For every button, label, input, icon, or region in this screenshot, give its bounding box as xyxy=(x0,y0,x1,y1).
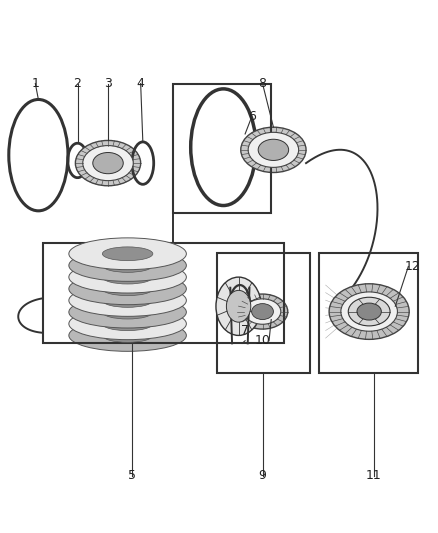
Ellipse shape xyxy=(93,152,123,174)
Ellipse shape xyxy=(102,328,153,342)
Ellipse shape xyxy=(69,319,186,351)
Ellipse shape xyxy=(244,299,281,324)
Ellipse shape xyxy=(216,277,261,335)
Ellipse shape xyxy=(69,261,186,293)
Text: 11: 11 xyxy=(366,470,381,482)
Text: 9: 9 xyxy=(258,470,266,482)
Ellipse shape xyxy=(69,238,186,270)
Ellipse shape xyxy=(102,305,153,319)
Text: 1: 1 xyxy=(32,77,39,90)
Ellipse shape xyxy=(341,292,397,331)
Ellipse shape xyxy=(241,127,306,173)
Ellipse shape xyxy=(69,249,186,281)
Bar xyxy=(43,243,284,343)
Text: 8: 8 xyxy=(258,77,266,90)
Text: 7: 7 xyxy=(241,324,249,337)
Bar xyxy=(217,253,311,373)
Ellipse shape xyxy=(102,282,153,296)
Ellipse shape xyxy=(102,247,153,261)
Ellipse shape xyxy=(102,317,153,330)
Ellipse shape xyxy=(258,139,289,160)
Ellipse shape xyxy=(252,304,273,319)
Ellipse shape xyxy=(348,297,390,326)
Text: 5: 5 xyxy=(128,470,136,482)
Ellipse shape xyxy=(226,290,251,322)
Text: 4: 4 xyxy=(137,77,145,90)
Text: 2: 2 xyxy=(74,77,81,90)
Ellipse shape xyxy=(357,303,381,320)
Text: 12: 12 xyxy=(405,260,420,273)
Ellipse shape xyxy=(102,259,153,272)
Ellipse shape xyxy=(329,284,409,340)
Text: 10: 10 xyxy=(254,334,270,347)
Ellipse shape xyxy=(69,308,186,340)
Ellipse shape xyxy=(102,294,153,308)
Text: 3: 3 xyxy=(104,77,112,90)
Ellipse shape xyxy=(75,140,141,186)
Ellipse shape xyxy=(237,294,288,329)
Ellipse shape xyxy=(248,132,299,167)
Bar xyxy=(319,253,418,373)
Ellipse shape xyxy=(69,285,186,317)
Ellipse shape xyxy=(69,273,186,305)
Ellipse shape xyxy=(83,146,133,181)
Bar xyxy=(173,84,271,214)
Ellipse shape xyxy=(102,270,153,284)
Text: 6: 6 xyxy=(248,110,256,124)
Ellipse shape xyxy=(69,296,186,328)
